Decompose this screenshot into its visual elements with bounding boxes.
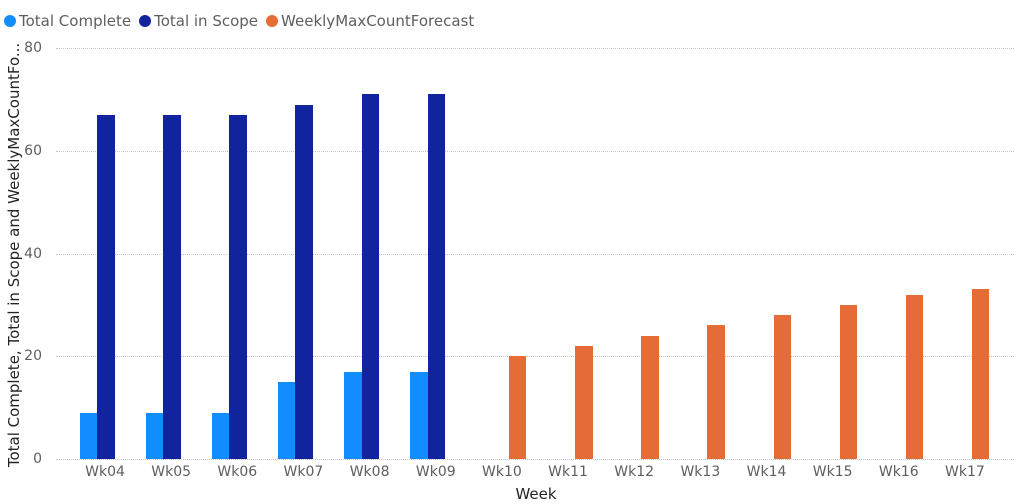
x-tick-label: Wk14 xyxy=(746,464,787,480)
x-tick-label: Wk09 xyxy=(415,464,456,480)
bar-weeklymaxcountforecast[interactable] xyxy=(905,294,924,459)
legend-label: Total in Scope xyxy=(154,12,259,30)
x-tick-label: Wk10 xyxy=(482,464,522,480)
legend-item-total-complete[interactable]: Total Complete xyxy=(4,12,131,30)
x-tick-label: Wk17 xyxy=(945,464,985,480)
x-axis-title: Week xyxy=(515,485,557,503)
chart-legend: Total Complete Total in Scope WeeklyMaxC… xyxy=(4,10,474,32)
legend-dot-icon xyxy=(4,15,16,27)
bar-weeklymaxcountforecast[interactable] xyxy=(971,289,990,459)
gridline xyxy=(56,356,1014,358)
bar-weeklymaxcountforecast[interactable] xyxy=(839,304,858,459)
x-tick-label: Wk12 xyxy=(614,464,655,480)
bar-weeklymaxcountforecast[interactable] xyxy=(575,345,593,459)
bar-total-complete[interactable] xyxy=(344,371,362,459)
y-tick-label: 20 xyxy=(24,348,42,365)
y-tick-label: 40 xyxy=(24,245,42,262)
x-tick-label: Wk05 xyxy=(151,464,192,480)
x-tick-label: Wk08 xyxy=(349,464,390,480)
x-tick-label: Wk06 xyxy=(217,464,258,480)
gridline xyxy=(56,150,1014,152)
x-tick-label: Wk13 xyxy=(680,464,721,480)
legend-item-weekly-max-count-forecast[interactable]: WeeklyMaxCountForecast xyxy=(266,12,474,30)
bar-total-in-scope[interactable] xyxy=(229,114,247,459)
legend-item-total-in-scope[interactable]: Total in Scope xyxy=(139,12,258,30)
bar-weeklymaxcountforecast[interactable] xyxy=(508,356,527,459)
legend-dot-icon xyxy=(266,15,279,27)
legend-label: Total Complete xyxy=(19,12,132,30)
bar-total-complete[interactable] xyxy=(145,412,164,459)
x-tick-label: Wk11 xyxy=(548,464,588,480)
bar-total-in-scope[interactable] xyxy=(163,114,181,459)
bar-weeklymaxcountforecast[interactable] xyxy=(707,325,725,459)
bar-total-complete[interactable] xyxy=(211,412,230,459)
x-tick-label: Wk16 xyxy=(878,464,919,480)
gridline xyxy=(56,253,1014,255)
bar-total-complete[interactable] xyxy=(277,381,296,459)
bar-total-complete[interactable] xyxy=(79,412,97,459)
gridline xyxy=(56,459,1014,460)
y-tick-label: 0 xyxy=(33,451,42,467)
bar-total-in-scope[interactable] xyxy=(361,94,380,459)
y-tick-label: 60 xyxy=(24,142,42,159)
x-tick-label: Wk07 xyxy=(283,464,324,480)
gridline xyxy=(56,48,1014,49)
bar-total-complete[interactable] xyxy=(410,371,428,459)
x-tick-label: Wk04 xyxy=(85,464,125,480)
bar-total-in-scope[interactable] xyxy=(427,94,446,459)
bar-total-in-scope[interactable] xyxy=(295,104,313,459)
legend-dot-icon xyxy=(139,15,152,27)
y-tick-label: 80 xyxy=(24,40,42,56)
bar-weeklymaxcountforecast[interactable] xyxy=(773,315,791,459)
bar-weeklymaxcountforecast[interactable] xyxy=(641,335,659,459)
x-tick-label: Wk15 xyxy=(812,464,853,480)
bar-total-in-scope[interactable] xyxy=(97,114,115,459)
legend-label: WeeklyMaxCountForecast xyxy=(281,12,475,30)
